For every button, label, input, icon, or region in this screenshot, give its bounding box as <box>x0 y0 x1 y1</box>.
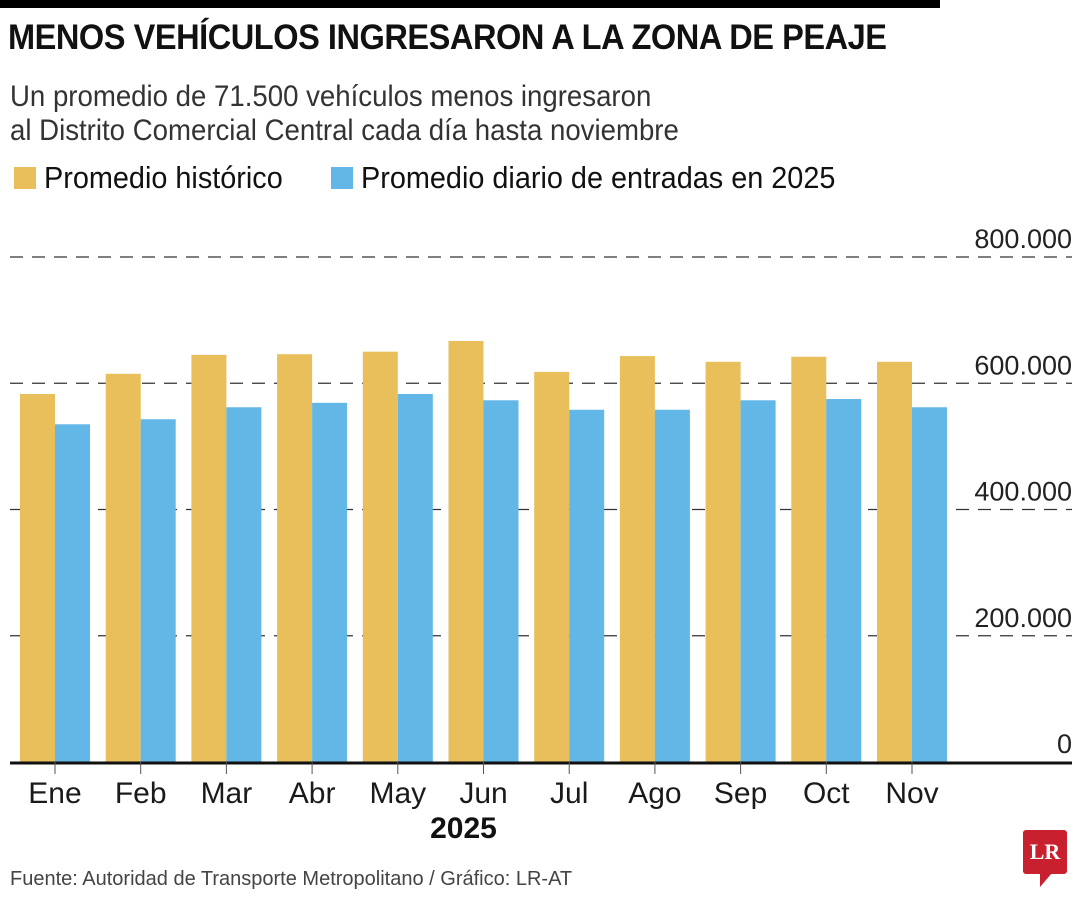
x-tick-label: Jul <box>550 777 588 810</box>
subtitle-line-1: Un promedio de 71.500 vehículos menos in… <box>10 80 652 113</box>
bar-historico-jul <box>534 371 570 762</box>
bar-historico-ago <box>619 356 655 762</box>
legend: Promedio histórico Promedio diario de en… <box>14 158 901 198</box>
bar-historico-feb <box>105 373 141 762</box>
legend-swatch-2025 <box>330 167 353 189</box>
bar-2025-oct <box>826 399 862 762</box>
bar-2025-may <box>397 393 433 762</box>
legend-item-2025: Promedio diario de entradas en 2025 <box>330 160 871 196</box>
top-rule <box>0 0 940 8</box>
bar-historico-mar <box>191 354 227 762</box>
legend-label-2025: Promedio diario de entradas en 2025 <box>360 160 836 195</box>
bar-2025-ene <box>55 424 90 762</box>
bar-historico-sep <box>705 361 741 762</box>
legend-swatch-historico <box>14 167 36 189</box>
y-tick-label: 800.000 <box>974 224 1072 254</box>
bar-2025-feb <box>140 419 176 762</box>
bar-2025-mar <box>226 407 262 762</box>
x-tick-label: Mar <box>201 777 253 810</box>
x-tick-label: Nov <box>885 777 938 810</box>
x-tick-label: Jun <box>459 777 507 810</box>
bar-historico-may <box>362 351 398 762</box>
x-tick-label: Abr <box>289 777 336 810</box>
y-tick-label: 200.000 <box>974 603 1072 633</box>
y-tick-label: 400.000 <box>974 477 1072 507</box>
chart-subtitle: Un promedio de 71.500 vehículos menos in… <box>10 80 679 148</box>
bar-2025-jun <box>483 400 519 762</box>
bar-2025-abr <box>312 402 348 762</box>
y-tick-label: 0 <box>1057 729 1072 759</box>
x-tick-label: Oct <box>803 777 850 810</box>
bar-historico-ene <box>20 393 55 762</box>
x-tick-label: Feb <box>115 777 167 810</box>
bar-2025-nov <box>912 407 947 762</box>
subtitle-line-2: al Distrito Comercial Central cada día h… <box>10 114 679 147</box>
bar-2025-sep <box>740 400 776 762</box>
bar-2025-ago <box>654 409 690 762</box>
y-tick-label: 600.000 <box>974 350 1072 380</box>
x-tick-label: Sep <box>714 777 767 810</box>
bar-historico-jun <box>448 340 484 762</box>
x-tick-label: Ago <box>628 777 681 810</box>
lr-logo-tail <box>1040 873 1052 887</box>
legend-label-historico: Promedio histórico <box>44 160 283 195</box>
source-note: Fuente: Autoridad de Transporte Metropol… <box>10 868 573 890</box>
legend-item-historico: Promedio histórico <box>14 160 301 196</box>
bar-historico-abr <box>277 354 313 762</box>
x-tick-label: Ene <box>28 777 81 810</box>
bar-historico-nov <box>877 361 912 762</box>
lr-logo: LR <box>1023 830 1067 874</box>
chart-title: MENOS VEHÍCULOS INGRESARON A LA ZONA DE … <box>8 18 887 57</box>
bar-historico-oct <box>791 356 827 762</box>
bar-2025-jul <box>569 409 605 762</box>
x-tick-label: May <box>369 777 426 810</box>
x-axis-title: 2025 <box>430 812 497 845</box>
